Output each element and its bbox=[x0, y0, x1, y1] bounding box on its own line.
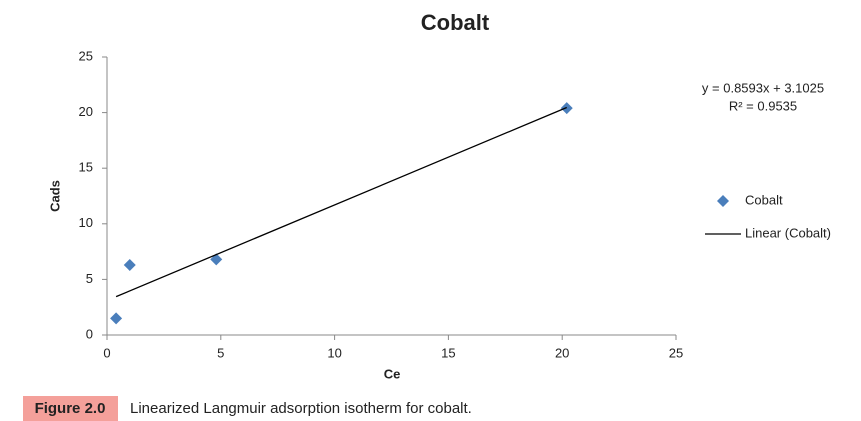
x-tick-label: 10 bbox=[327, 345, 341, 360]
point bbox=[123, 258, 136, 271]
legend-marker bbox=[717, 195, 729, 207]
trendline bbox=[115, 106, 568, 298]
x-tick-label: 0 bbox=[103, 345, 110, 360]
x-tick-label: 5 bbox=[217, 345, 224, 360]
x-tick-label: 20 bbox=[555, 345, 569, 360]
x-tick-label: 25 bbox=[669, 345, 683, 360]
y-axis-label: Cads bbox=[47, 180, 62, 212]
y-tick-label: 0 bbox=[86, 326, 93, 341]
x-tick-label: 15 bbox=[441, 345, 455, 360]
y-tick-label: 15 bbox=[79, 160, 93, 175]
caption-text: Linearized Langmuir adsorption isotherm … bbox=[130, 400, 472, 417]
chart-title: Cobalt bbox=[421, 10, 490, 35]
r-squared: R² = 0.9535 bbox=[729, 98, 797, 113]
caption-label: Figure 2.0 bbox=[35, 400, 106, 417]
caption-label-box bbox=[23, 396, 118, 421]
y-tick-label: 5 bbox=[86, 271, 93, 286]
point bbox=[110, 312, 123, 325]
legend-label: Linear (Cobalt) bbox=[745, 225, 831, 240]
y-tick-label: 20 bbox=[79, 104, 93, 119]
equation: y = 0.8593x + 3.1025 bbox=[702, 80, 824, 95]
y-tick-label: 25 bbox=[79, 48, 93, 63]
x-axis-label: Ce bbox=[384, 366, 401, 381]
legend-label: Cobalt bbox=[745, 192, 783, 207]
y-tick-label: 10 bbox=[79, 215, 93, 230]
